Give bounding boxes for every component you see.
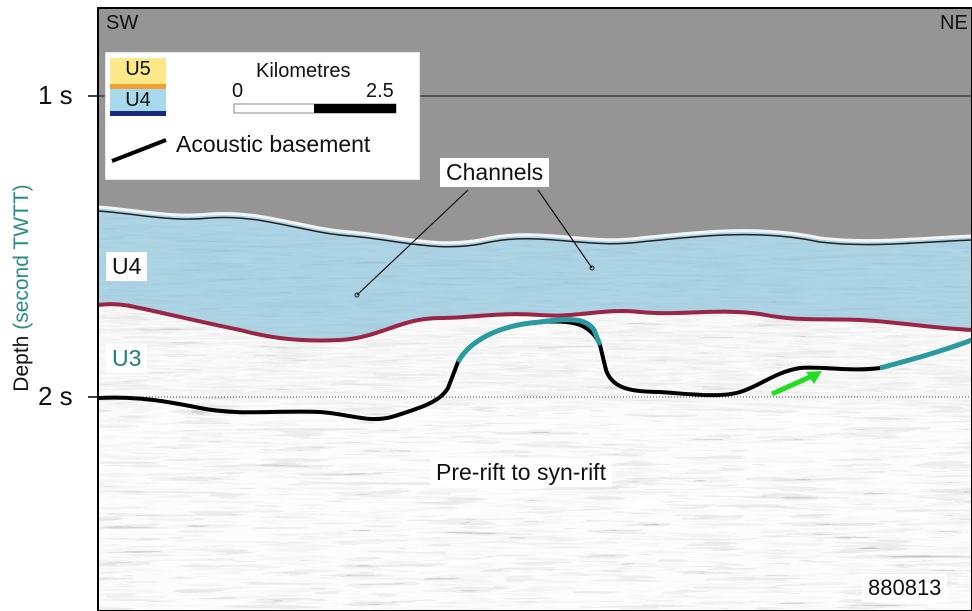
- legend-label-u5: U5: [125, 58, 151, 80]
- seabed-reflector: [98, 205, 972, 245]
- legend-swatch-u5: [110, 58, 166, 84]
- legend-box: [104, 51, 421, 181]
- tick-label-1s: 1 s: [38, 80, 73, 110]
- channel-leader-right: [537, 189, 593, 269]
- seismic-image: [98, 8, 972, 611]
- tick-label-2s: 2 s: [38, 381, 73, 411]
- scale-bar: [233, 103, 397, 114]
- channels-label: Channels: [440, 158, 550, 187]
- line-id-label: 880813: [862, 574, 948, 602]
- orientation-sw: SW: [106, 12, 139, 34]
- panel-frame: [97, 7, 972, 611]
- green-arrow: [770, 371, 822, 397]
- orientation-ne: NE: [940, 12, 968, 34]
- legend-basement-line: [111, 138, 167, 163]
- scale-max: 2.5: [366, 80, 394, 102]
- legend-swatch-u4: [110, 89, 166, 111]
- legend-basement-label: Acoustic basement: [176, 131, 371, 157]
- channel-leader-left: [356, 189, 469, 296]
- prerift-label: Pre-rift to syn-rift: [430, 458, 612, 487]
- teal-horizon: [455, 317, 972, 371]
- u3-top-horizon: [98, 302, 972, 343]
- y-axis-label-main: Depth: [10, 335, 33, 392]
- u4-label: U4: [106, 252, 148, 281]
- legend-label-u4: U4: [125, 89, 151, 111]
- scale-title: Kilometres: [256, 60, 351, 82]
- u3-label: U3: [106, 344, 148, 373]
- y-axis-label-paren: (second TWTT): [10, 184, 33, 330]
- scale-min: 0: [232, 80, 244, 102]
